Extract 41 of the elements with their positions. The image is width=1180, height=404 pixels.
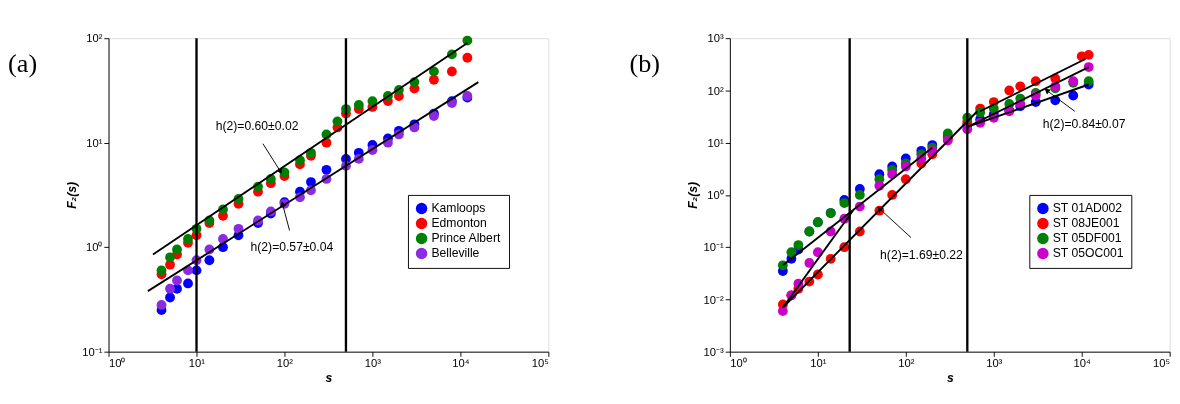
y-tick-label: 10⁰ [85, 241, 103, 254]
legend-label: Edmonton [431, 216, 487, 231]
x-tick-label: 10⁰ [109, 357, 126, 370]
legend-label: Kamloops [431, 201, 486, 216]
y-tick-label: 10¹ [707, 136, 725, 149]
y-tick-label: 10⁻³ [703, 345, 725, 358]
chart-title: (a) [8, 48, 38, 78]
y-tick-label: 10¹ [86, 136, 103, 149]
y-tick-label: 10⁻¹ [703, 241, 725, 254]
x-tick-label: 10⁴ [1073, 357, 1092, 370]
legend-label: Belleville [431, 246, 480, 261]
legend-label: ST 05DF001 [1052, 231, 1122, 246]
x-tick-label: 10¹ [810, 357, 827, 370]
y-tick-label: 10² [707, 84, 725, 97]
x-tick-label: 10⁴ [452, 357, 470, 370]
x-axis-title: s [946, 371, 954, 386]
y-tick-label: 10⁻¹ [82, 345, 103, 358]
y-tick-label: 10⁰ [707, 189, 724, 202]
legend-label: ST 05OC001 [1052, 246, 1124, 261]
chart-title: (b) [629, 48, 660, 78]
annotation: h(2)=0.57±0.04 [250, 239, 334, 254]
x-axis-title: s [325, 371, 333, 386]
legend-label: ST 08JE001 [1052, 216, 1120, 231]
y-axis-title: F₂(s) [64, 181, 79, 209]
y-axis-title: F₂(s) [686, 181, 701, 209]
annotation: h(2)=1.69±0.22 [880, 248, 964, 263]
annotation: h(2)=0.84±0.07 [1042, 116, 1126, 131]
annotation: h(2)=0.60±0.02 [215, 119, 299, 134]
y-tick-label: 10⁻² [703, 293, 725, 306]
x-tick-label: 10³ [986, 357, 1003, 370]
x-tick-label: 10² [276, 357, 294, 370]
x-tick-label: 10² [898, 357, 915, 370]
y-tick-label: 10² [86, 32, 103, 45]
x-tick-label: 10⁵ [531, 357, 549, 370]
legend-label: ST 01AD002 [1052, 201, 1123, 216]
y-tick-label: 10³ [707, 32, 725, 45]
legend-label: Prince Albert [431, 231, 501, 246]
x-tick-label: 10⁵ [1153, 357, 1171, 370]
x-tick-label: 10⁰ [730, 357, 747, 370]
x-tick-label: 10¹ [188, 357, 206, 370]
x-tick-label: 10³ [364, 357, 382, 370]
